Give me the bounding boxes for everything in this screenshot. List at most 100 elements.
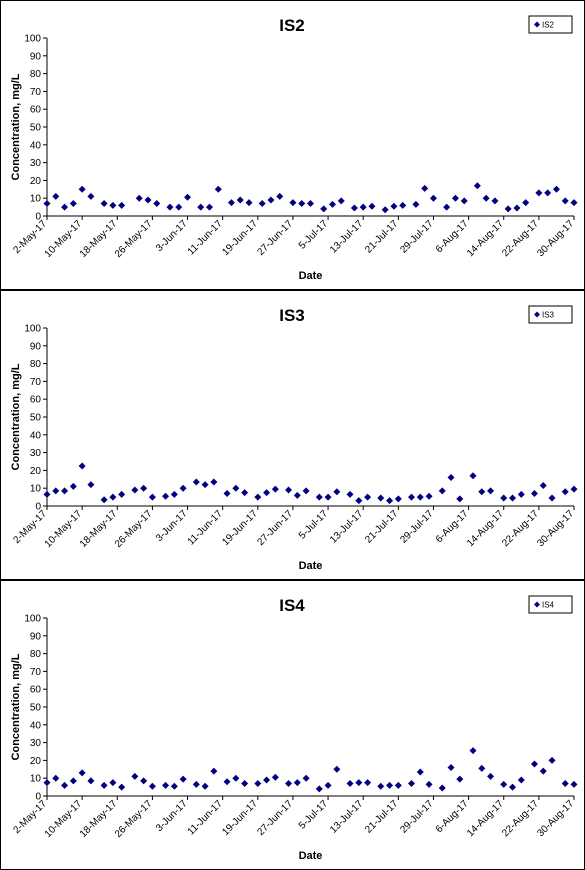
- data-point: [267, 196, 275, 204]
- data-point: [227, 199, 235, 207]
- data-point: [539, 767, 547, 775]
- data-point: [504, 205, 512, 213]
- data-point: [87, 481, 95, 489]
- series-is4: [43, 747, 578, 793]
- data-point: [109, 493, 117, 501]
- y-tick-label: 30: [30, 738, 42, 749]
- data-point: [285, 780, 293, 788]
- data-point: [192, 780, 200, 788]
- x-tick-label: 11-Jun-17: [186, 218, 225, 257]
- data-point: [254, 493, 262, 501]
- y-tick-label: 60: [30, 685, 42, 696]
- x-axis-label: Date: [299, 270, 323, 282]
- x-tick-label: 5-Jul-17: [297, 798, 331, 832]
- data-point: [355, 497, 363, 505]
- data-point: [100, 200, 108, 208]
- y-axis-label: Concentration, mg/L: [10, 363, 22, 470]
- data-point: [100, 496, 108, 504]
- data-point: [552, 185, 560, 193]
- legend: IS3: [528, 305, 573, 324]
- data-point: [109, 201, 117, 209]
- legend: IS4: [528, 595, 573, 614]
- data-point: [315, 493, 323, 501]
- x-tick-label: 13-Jul-17: [328, 798, 366, 836]
- y-tick-label: 100: [24, 324, 41, 335]
- legend-label: IS4: [542, 601, 555, 610]
- data-point: [201, 481, 209, 489]
- data-point: [258, 200, 266, 208]
- data-point: [52, 774, 60, 782]
- data-point: [416, 768, 424, 776]
- y-tick-label: 50: [30, 703, 42, 714]
- chart-is2: IS201020304050607080901002-May-1710-May-…: [10, 15, 578, 282]
- x-tick-label: 21-Jul-17: [363, 218, 401, 256]
- y-tick-label: 80: [30, 649, 42, 660]
- legend-box: [528, 595, 573, 614]
- x-tick-label: 30-Aug-17: [535, 508, 576, 549]
- data-point: [386, 781, 394, 789]
- data-point: [69, 777, 77, 785]
- data-point: [166, 203, 174, 211]
- data-point: [223, 490, 231, 498]
- x-tick-label: 5-Jul-17: [297, 508, 331, 542]
- data-point: [100, 781, 108, 789]
- x-tick-label: 11-Jun-17: [186, 798, 225, 837]
- y-tick-label: 30: [30, 158, 42, 169]
- x-tick-label: 3-Jun-17: [154, 798, 190, 834]
- data-point: [377, 782, 385, 790]
- x-tick-label: 11-Jun-17: [186, 508, 225, 547]
- data-point: [148, 782, 156, 790]
- data-point: [539, 482, 547, 490]
- y-tick-label: 40: [30, 720, 42, 731]
- data-point: [43, 490, 51, 498]
- chart-title: IS2: [279, 16, 305, 35]
- data-point: [438, 487, 446, 495]
- data-point: [179, 775, 187, 783]
- data-point: [487, 772, 495, 780]
- data-point: [350, 204, 358, 212]
- data-point: [223, 778, 231, 786]
- data-point: [425, 492, 433, 500]
- data-point: [561, 488, 569, 496]
- data-point: [271, 485, 279, 493]
- y-tick-label: 70: [30, 377, 42, 388]
- data-point: [408, 493, 416, 501]
- y-tick-label: 30: [30, 448, 42, 459]
- y-tick-label: 20: [30, 176, 42, 187]
- data-point: [43, 200, 51, 208]
- data-point: [517, 490, 525, 498]
- y-tick-label: 70: [30, 87, 42, 98]
- data-point: [144, 196, 152, 204]
- data-point: [548, 494, 556, 502]
- legend-marker: [534, 311, 540, 318]
- data-point: [170, 782, 178, 790]
- data-point: [500, 494, 508, 502]
- data-point: [179, 484, 187, 492]
- x-tick-label: 30-Aug-17: [535, 218, 576, 259]
- data-point: [408, 780, 416, 788]
- y-tick-label: 100: [24, 614, 41, 625]
- data-point: [241, 489, 249, 497]
- data-point: [118, 490, 126, 498]
- data-point: [570, 199, 578, 207]
- x-tick-label: 13-Jul-17: [328, 218, 366, 256]
- y-tick-label: 90: [30, 341, 42, 352]
- data-point: [561, 197, 569, 205]
- data-point: [61, 487, 69, 495]
- x-tick-label: 22-Aug-17: [500, 508, 541, 549]
- data-point: [412, 200, 420, 208]
- x-tick-label: 26-May-17: [113, 218, 155, 260]
- data-point: [478, 488, 486, 496]
- data-point: [78, 462, 86, 470]
- data-point: [302, 774, 310, 782]
- data-point: [69, 482, 77, 490]
- y-tick-label: 90: [30, 631, 42, 642]
- x-tick-label: 27-Jun-17: [255, 218, 295, 258]
- data-point: [263, 489, 271, 497]
- data-point: [43, 779, 51, 787]
- data-point: [364, 493, 372, 501]
- data-point: [377, 494, 385, 502]
- y-tick-label: 20: [30, 756, 42, 767]
- data-point: [201, 782, 209, 790]
- x-tick-label: 26-May-17: [113, 508, 155, 550]
